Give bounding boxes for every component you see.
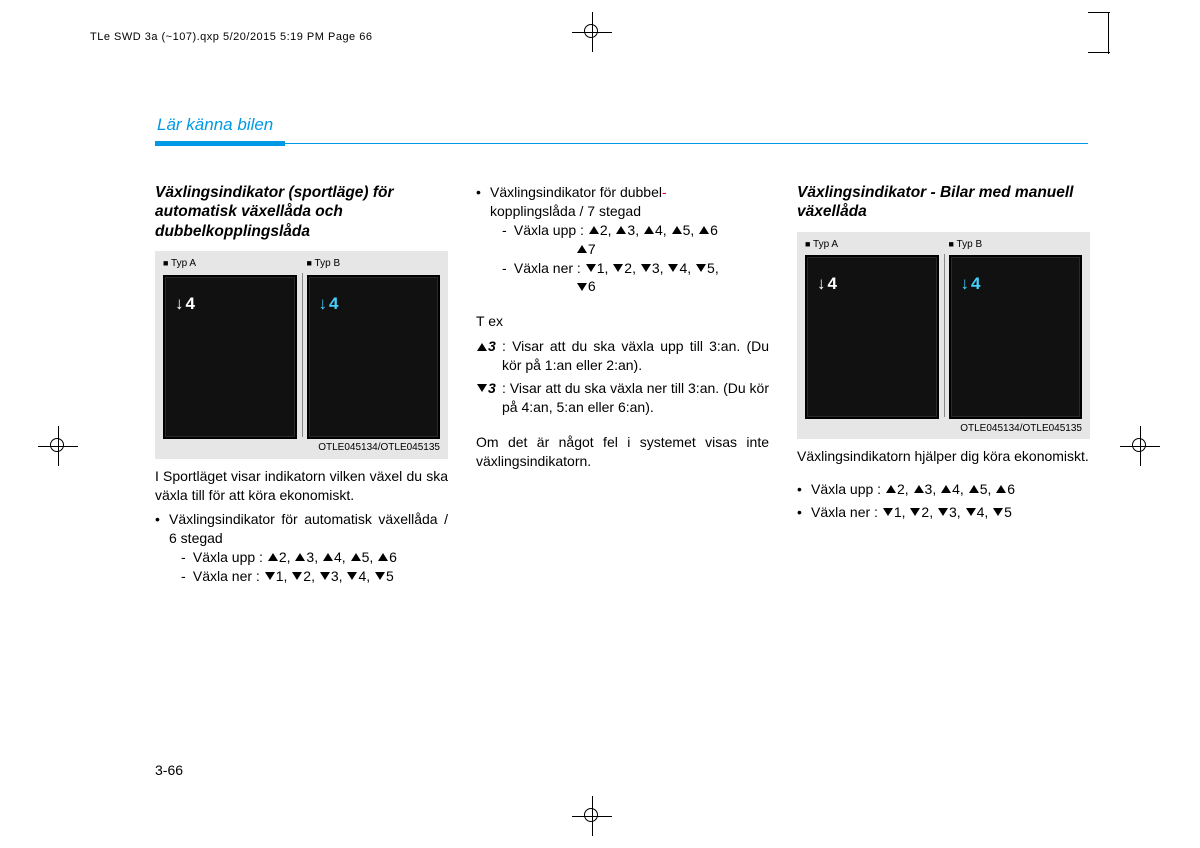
- fig-caption: OTLE045134/OTLE045135: [318, 441, 440, 455]
- col1-bullet: Växlingsindikator för automatisk växellå…: [155, 510, 448, 586]
- column-1: Växlingsindikator (sportläge) för automa…: [155, 183, 448, 590]
- col2-shift-up: - Växla upp : 2, 3, 4, 5, 6 7: [490, 221, 769, 259]
- fig-label-b: ■ Typ B: [949, 238, 1083, 252]
- cropmark: [1088, 12, 1110, 13]
- column-2: Växlingsindikator för dubbel-kopplingslå…: [476, 183, 769, 590]
- fig-label-b: ■ Typ B: [307, 257, 441, 271]
- screen-type-a: ↓4: [805, 255, 939, 419]
- cropmark: [1108, 12, 1109, 34]
- col2-error-note: Om det är något fel i systemet visas int…: [476, 433, 769, 471]
- screen-type-b: ↓4: [949, 255, 1083, 419]
- page-body: Lär känna bilen Växlingsindikator (sport…: [155, 115, 1090, 590]
- col1-shift-up: - Växla upp : 2, 3, 4, 5, 6: [169, 548, 448, 567]
- col2-bullet: Växlingsindikator för dubbel-kopplingslå…: [476, 183, 769, 296]
- fig-label-a: ■ Typ A: [163, 257, 297, 271]
- fig-label-a: ■ Typ A: [805, 238, 939, 252]
- example-down: 3 : Visar att du ska växla ner till 3:an…: [476, 379, 769, 417]
- cropmark: [1088, 52, 1110, 53]
- running-head: Lär känna bilen: [157, 115, 1090, 135]
- col1-shift-down: - Växla ner : 1, 2, 3, 4, 5: [169, 567, 448, 586]
- col2-shift-down: - Växla ner : 1, 2, 3, 4, 5, 6: [490, 259, 769, 297]
- regmark-left: [38, 426, 78, 466]
- col3-figure: ■ Typ A ↓4 ■ Typ B ↓4 OTLE045134/OTLE045…: [797, 232, 1090, 440]
- header-rule: [155, 141, 1090, 159]
- page-number: 3-66: [155, 762, 183, 778]
- example-up: 3 : Visar att du ska växla upp till 3:an…: [476, 337, 769, 375]
- regmark-top: [572, 12, 612, 52]
- col1-intro: I Sportläget visar indikatorn vilken väx…: [155, 467, 448, 505]
- cropmark: [1108, 32, 1109, 54]
- print-header: TLe SWD 3a (~107).qxp 5/20/2015 5:19 PM …: [90, 31, 372, 43]
- screen-type-b: ↓4: [307, 275, 441, 439]
- screen-type-a: ↓4: [163, 275, 297, 439]
- regmark-right: [1120, 426, 1160, 466]
- col3-intro: Växlingsindikatorn hjälper dig köra ekon…: [797, 447, 1090, 466]
- col1-heading: Växlingsindikator (sportläge) för automa…: [155, 183, 448, 241]
- regmark-bottom: [572, 796, 612, 836]
- col3-heading: Växlingsindikator - Bilar med manuell vä…: [797, 183, 1090, 222]
- col1-figure: ■ Typ A ↓4 ■ Typ B ↓4 OTLE045134/OTLE045…: [155, 251, 448, 459]
- col3-shift-down: Växla ner : 1, 2, 3, 4, 5: [797, 503, 1090, 522]
- column-3: Växlingsindikator - Bilar med manuell vä…: [797, 183, 1090, 590]
- fig-caption: OTLE045134/OTLE045135: [960, 422, 1082, 436]
- example-header: T ex: [476, 312, 769, 331]
- col3-shift-up: Växla upp : 2, 3, 4, 5, 6: [797, 480, 1090, 499]
